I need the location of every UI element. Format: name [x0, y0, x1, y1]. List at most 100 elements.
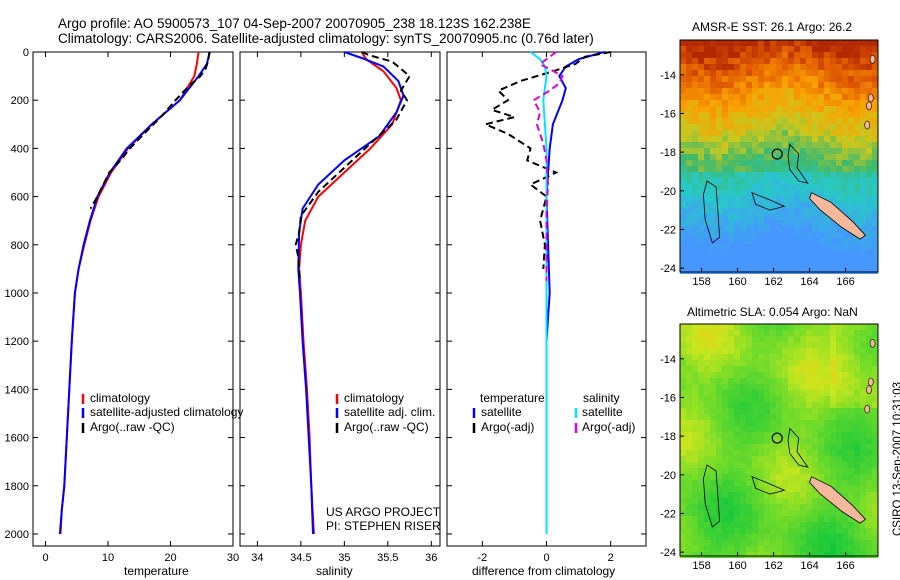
sla-map-cell — [860, 426, 866, 432]
sla-map-cell — [722, 342, 728, 348]
sst-map-cell — [728, 256, 734, 262]
sst-map-cell — [872, 148, 878, 154]
sla-map-cell — [686, 462, 692, 468]
sla-map-cell — [770, 504, 776, 510]
sst-map-cell — [764, 232, 770, 238]
sst-map-cell — [716, 268, 722, 274]
sla-map-cell — [776, 330, 782, 336]
sst-map-cell — [806, 82, 812, 88]
sla-map-cell — [806, 330, 812, 336]
sst-map-cell — [764, 46, 770, 52]
sst-map-cell — [770, 178, 776, 184]
sla-map-cell — [782, 438, 788, 444]
sla-map-cell — [866, 462, 872, 468]
sla-map-cell — [872, 534, 878, 540]
sla-map-cell — [764, 426, 770, 432]
sla-map-cell — [752, 414, 758, 420]
sla-map-cell — [812, 552, 818, 558]
sla-map-cell — [752, 366, 758, 372]
sla-map-cell — [806, 546, 812, 552]
sst-map-cell — [686, 130, 692, 136]
sst-map-cell — [794, 166, 800, 172]
sst-map-cell — [794, 40, 800, 46]
sst-map-cell — [734, 40, 740, 46]
sst-map-cell — [836, 106, 842, 112]
sst-map-cell — [788, 142, 794, 148]
sla-map-cell — [782, 390, 788, 396]
sst-map-cell — [746, 82, 752, 88]
sst-map-cell — [746, 136, 752, 142]
sst-map-cell — [698, 94, 704, 100]
sla-map-cell — [746, 498, 752, 504]
sst-map-cell — [872, 202, 878, 208]
sst-map-cell — [836, 154, 842, 160]
sla-map-cell — [818, 324, 824, 330]
sla-map-cell — [830, 408, 836, 414]
depth-tick-label: 1200 — [5, 336, 29, 348]
sst-map-cell — [692, 106, 698, 112]
sst-map-cell — [746, 220, 752, 226]
sst-map-cell — [854, 160, 860, 166]
sst-map-cell — [728, 64, 734, 70]
sst-map-reef-contour — [751, 192, 786, 211]
sst-map-cell — [752, 118, 758, 124]
sla-map-cell — [716, 444, 722, 450]
sla-map-cell — [728, 450, 734, 456]
sla-map-cell — [734, 534, 740, 540]
sla-map-cell — [776, 528, 782, 534]
sst-map-cell — [842, 202, 848, 208]
sst-map-cell — [806, 40, 812, 46]
sst-map-cell — [704, 70, 710, 76]
sst-map-cell — [800, 268, 806, 274]
sla-map-cell — [722, 354, 728, 360]
sla-map-cell — [794, 432, 800, 438]
sla-map-cell — [794, 336, 800, 342]
sla-map-cell — [812, 534, 818, 540]
sla-map-cell — [710, 462, 716, 468]
sla-map-cell — [818, 390, 824, 396]
sst-map-cell — [752, 244, 758, 250]
sst-map-cell — [758, 130, 764, 136]
sla-map-cell — [866, 414, 872, 420]
sla-map-cell — [788, 528, 794, 534]
sst-map-cell — [692, 88, 698, 94]
sst-map-cell — [752, 82, 758, 88]
sla-map-cell — [794, 474, 800, 480]
sst-map-cell — [698, 214, 704, 220]
sst-map-cell — [818, 226, 824, 232]
sla-map-cell — [812, 402, 818, 408]
sst-map-cell — [854, 52, 860, 58]
sst-map-cell — [860, 208, 866, 214]
sla-map-cell — [818, 432, 824, 438]
diff-legend-temp-title: temperature — [480, 391, 545, 405]
sla-map-cell — [824, 426, 830, 432]
sla-map-cell — [734, 426, 740, 432]
sla-map-cell — [692, 408, 698, 414]
sst-map-cell — [806, 268, 812, 274]
sla-map-cell — [812, 420, 818, 426]
sla-map-cell — [698, 426, 704, 432]
sla-map-cell — [728, 516, 734, 522]
sla-map-cell — [800, 348, 806, 354]
sst-map-cell — [824, 226, 830, 232]
sla-map-cell — [686, 468, 692, 474]
sla-map-cell — [710, 486, 716, 492]
sst-map-cell — [680, 118, 686, 124]
sst-map-cell — [824, 166, 830, 172]
sst-map-cell — [734, 88, 740, 94]
sla-map-cell — [818, 402, 824, 408]
sla-map-cell — [836, 462, 842, 468]
sst-map-ytick-label: -18 — [660, 147, 676, 159]
sst-map-cell — [770, 166, 776, 172]
sla-map-cell — [824, 330, 830, 336]
sla-map-cell — [722, 456, 728, 462]
temp-legend-argo: Argo(..raw -QC) — [90, 420, 175, 434]
sla-map-cell — [848, 438, 854, 444]
sla-map-cell — [854, 474, 860, 480]
sla-map-cell — [836, 450, 842, 456]
sst-map-cell — [686, 154, 692, 160]
sla-map-cell — [734, 366, 740, 372]
sst-map-cell — [800, 94, 806, 100]
sla-map-cell — [806, 534, 812, 540]
sla-map-cell — [788, 462, 794, 468]
